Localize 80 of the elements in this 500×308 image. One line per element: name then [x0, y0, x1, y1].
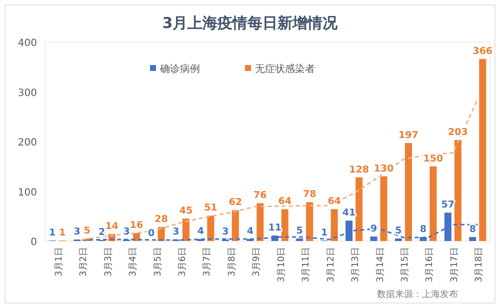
- data-label: 4: [197, 226, 204, 237]
- bar: [380, 176, 388, 241]
- data-label: 28: [154, 214, 168, 226]
- data-label: 8: [469, 224, 476, 236]
- data-label: 366: [472, 46, 493, 57]
- source-note: 数据来源：上海发布: [377, 289, 458, 300]
- bar: [404, 142, 412, 241]
- data-label: 64: [328, 196, 341, 208]
- data-label: 57: [441, 200, 455, 211]
- x-tick-label: 3月18日: [474, 247, 485, 282]
- y-tick-label: 300: [18, 88, 37, 99]
- x-tick-label: 3月1日: [54, 247, 64, 276]
- x-tick-label: 3月3日: [104, 247, 114, 276]
- bar: [232, 210, 239, 241]
- x-tick-label: 3月15日: [400, 247, 410, 282]
- x-tick-label: 3月2日: [79, 247, 90, 276]
- line-series: [81, 98, 478, 240]
- data-label: 8: [420, 224, 426, 236]
- data-label: 203: [448, 127, 468, 138]
- data-label: 150: [423, 153, 444, 164]
- data-label: 16: [130, 220, 144, 232]
- data-label: 5: [296, 226, 303, 236]
- legend-label: 确诊病例: [159, 63, 200, 75]
- y-tick-label: 200: [18, 138, 37, 148]
- x-tick-label: 3月16日: [425, 247, 436, 282]
- bar: [479, 58, 486, 241]
- x-tick-label: 3月6日: [178, 247, 188, 276]
- bar: [356, 177, 363, 241]
- y-tick-label: 400: [18, 38, 37, 49]
- x-tick-label: 3月9日: [252, 247, 262, 276]
- bar: [281, 209, 288, 241]
- bar: [469, 237, 476, 241]
- data-label: 51: [204, 202, 218, 214]
- legend-item: 确诊病例: [150, 64, 200, 75]
- y-tick-label: 100: [18, 187, 37, 198]
- data-label: 1: [49, 228, 56, 238]
- x-tick-label: 3月12日: [326, 247, 336, 282]
- data-label: 14: [105, 221, 118, 232]
- data-label: 62: [228, 197, 242, 208]
- data-label: 11: [268, 222, 282, 234]
- bar: [182, 218, 190, 241]
- x-tick-label: 3月10日: [276, 247, 287, 282]
- bar: [454, 140, 462, 241]
- x-tick-label: 3月14日: [376, 247, 386, 282]
- x-tick-label: 3月11日: [302, 247, 312, 282]
- data-label: 64: [278, 196, 292, 208]
- data-label: 0: [148, 228, 155, 239]
- data-label: 9: [370, 224, 378, 235]
- data-label: 41: [342, 208, 356, 219]
- legend-item: 无症状感染者: [245, 64, 315, 75]
- data-label: 2: [98, 227, 106, 238]
- bar: [207, 216, 214, 241]
- data-label: 5: [84, 226, 90, 236]
- data-label: 76: [254, 190, 267, 202]
- data-label: 1: [59, 228, 66, 238]
- data-label: 130: [374, 163, 394, 174]
- data-label: 45: [179, 206, 193, 217]
- bar: [256, 203, 264, 241]
- bar: [306, 202, 314, 241]
- x-tick-label: 3月13日: [351, 247, 362, 282]
- data-label: 78: [302, 189, 316, 200]
- data-label: 4: [246, 226, 254, 237]
- bar: [370, 236, 378, 241]
- chart-title: 3月上海疫情每日新增情况: [162, 14, 339, 32]
- x-tick-label: 3月7日: [202, 247, 213, 276]
- x-tick-label: 3月8日: [227, 247, 238, 276]
- data-label: 128: [349, 164, 369, 176]
- x-tick-label: 3月4日: [128, 247, 139, 276]
- data-label: 3: [172, 226, 180, 238]
- bar: [430, 166, 437, 241]
- bar: [330, 209, 338, 241]
- y-tick-label: 0: [30, 237, 37, 248]
- data-label: 3: [74, 226, 80, 238]
- data-label: 5: [395, 226, 402, 236]
- data-label: 197: [398, 130, 418, 141]
- data-label: 1: [321, 228, 328, 238]
- x-tick-label: 3月5日: [153, 247, 164, 276]
- data-label: 3: [222, 226, 229, 238]
- legend-label: 无症状感染者: [255, 63, 315, 75]
- x-tick-label: 3月17日: [450, 247, 460, 282]
